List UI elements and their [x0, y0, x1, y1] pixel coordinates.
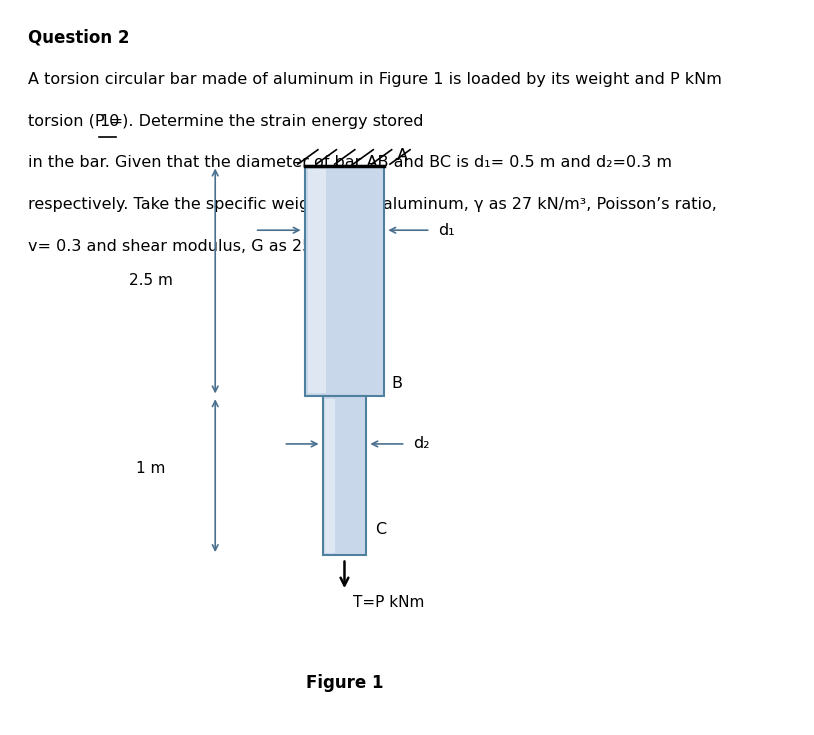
Text: Figure 1: Figure 1 — [306, 674, 383, 692]
Text: v= 0.3 and shear modulus, G as 25 GPa.: v= 0.3 and shear modulus, G as 25 GPa. — [28, 239, 354, 254]
Bar — [325, 398, 335, 553]
Bar — [308, 169, 326, 392]
Text: ). Determine the strain energy stored: ). Determine the strain energy stored — [117, 114, 423, 129]
Text: Question 2: Question 2 — [28, 29, 130, 46]
Bar — [323, 396, 366, 555]
Text: torsion (P =: torsion (P = — [28, 114, 129, 129]
Text: 2.5 m: 2.5 m — [129, 273, 173, 288]
Text: B: B — [392, 376, 402, 390]
Text: C: C — [374, 522, 386, 537]
Text: respectively. Take the specific weight of the aluminum, γ as 27 kN/m³, Poisson’s: respectively. Take the specific weight o… — [28, 197, 717, 212]
Text: A: A — [397, 148, 408, 163]
Text: 1 m: 1 m — [136, 461, 165, 476]
Bar — [305, 165, 384, 396]
Text: d₁: d₁ — [438, 223, 454, 237]
Text: in the bar. Given that the diameter of bar AB and BC is d₁= 0.5 m and d₂=0.3 m: in the bar. Given that the diameter of b… — [28, 156, 672, 171]
Text: d₂: d₂ — [413, 437, 429, 451]
Text: A torsion circular bar made of aluminum in Figure 1 is loaded by its weight and : A torsion circular bar made of aluminum … — [28, 72, 722, 87]
Text: 10: 10 — [98, 114, 119, 129]
Text: T=P kNm: T=P kNm — [353, 595, 424, 609]
